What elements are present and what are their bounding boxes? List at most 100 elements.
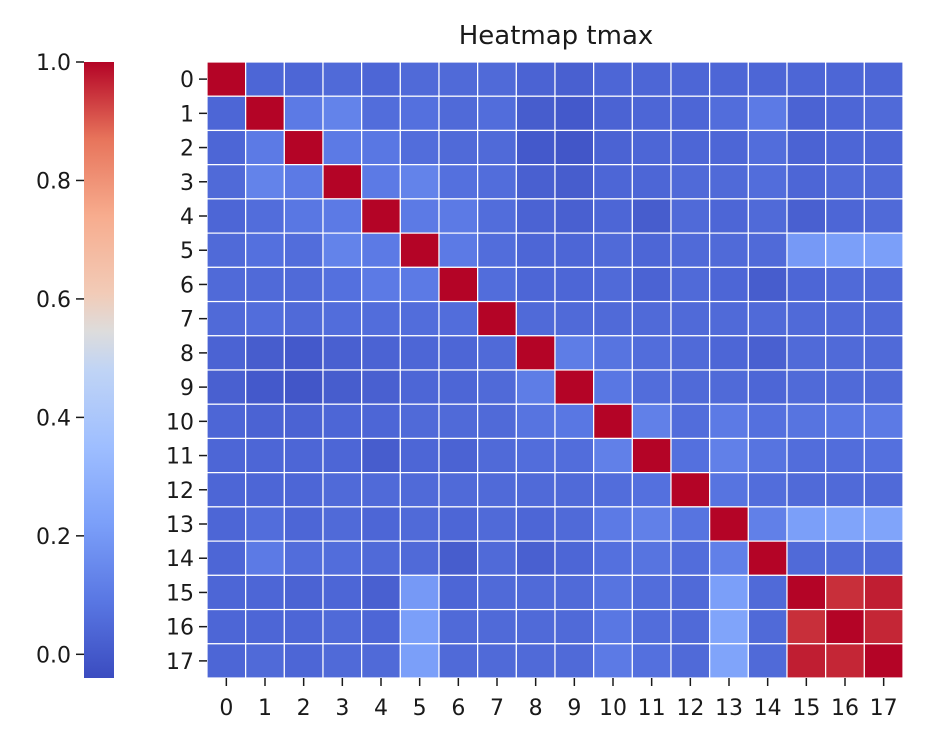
heatmap-cell-11-14 (747, 437, 788, 474)
y-tick-label: 6 (180, 273, 194, 298)
heatmap-cell-8-16 (825, 335, 865, 371)
heatmap-cell-8-13 (709, 335, 749, 371)
heatmap-cell-7-1 (245, 300, 285, 337)
chart-title: Heatmap tmax (459, 21, 654, 51)
heatmap-cell-12-10 (593, 472, 633, 508)
heatmap-cell-11-5 (399, 437, 440, 474)
heatmap-cell-3-15 (786, 164, 827, 200)
y-tick-label: 13 (166, 513, 194, 538)
heatmap-cell-17-3 (322, 643, 363, 679)
x-tick-label: 1 (258, 696, 272, 721)
heatmap-cell-9-6 (438, 369, 479, 405)
heatmap-cell-5-3 (322, 232, 363, 268)
heatmap-cell-9-8 (515, 369, 556, 405)
heatmap-cell-10-16 (825, 403, 865, 440)
heatmap-cell-5-17 (863, 232, 904, 268)
heatmap-cell-13-3 (322, 506, 363, 542)
x-axis: 0 1 2 3 4 5 6 7 8 9 10 11 12 13 14 15 16 17 (219, 678, 898, 721)
heatmap-cell-9-1 (245, 369, 285, 405)
heatmap-cell-4-1 (245, 198, 285, 234)
heatmap-cell-8-10 (593, 335, 633, 371)
heatmap-cell-9-2 (283, 369, 324, 405)
heatmap-cell-13-0 (206, 506, 247, 542)
heatmap-cell-0-16 (825, 61, 865, 97)
heatmap-cell-7-11 (631, 300, 672, 337)
heatmap-cell-11-17 (863, 437, 904, 474)
heatmap-cell-3-14 (747, 164, 788, 200)
heatmap-cell-1-6 (438, 95, 479, 132)
heatmap-cell-3-4 (361, 164, 401, 200)
heatmap-cell-14-7 (477, 540, 517, 576)
heatmap-cell-7-4 (361, 300, 401, 337)
heatmap-cell-5-15 (786, 232, 827, 268)
heatmap-cell-0-9 (554, 61, 595, 97)
heatmap-cell-2-16 (825, 129, 865, 166)
heatmap-cell-6-6 (438, 266, 479, 303)
heatmap-cell-16-10 (593, 608, 633, 645)
heatmap-cell-11-16 (825, 437, 865, 474)
heatmap-cell-11-10 (593, 437, 633, 474)
heatmap-cell-13-16 (825, 506, 865, 542)
colorbar (84, 62, 114, 678)
heatmap-cell-17-11 (631, 643, 672, 679)
heatmap-cell-7-9 (554, 300, 595, 337)
x-tick-label: 14 (754, 696, 782, 721)
heatmap-cell-11-7 (477, 437, 517, 474)
heatmap-cell-1-16 (825, 95, 865, 132)
heatmap-cell-6-3 (322, 266, 363, 303)
heatmap-cell-14-10 (593, 540, 633, 576)
heatmap-cell-5-5 (399, 232, 440, 268)
heatmap-cell-4-16 (825, 198, 865, 234)
heatmap-cell-7-3 (322, 300, 363, 337)
heatmap-cell-13-4 (361, 506, 401, 542)
heatmap-cell-1-2 (283, 95, 324, 132)
heatmap-cell-12-13 (709, 472, 749, 508)
heatmap-cell-5-11 (631, 232, 672, 268)
heatmap-cell-11-2 (283, 437, 324, 474)
heatmap-cell-10-10 (593, 403, 633, 440)
heatmap-cell-2-4 (361, 129, 401, 166)
heatmap-cell-2-1 (245, 129, 285, 166)
heatmap-cell-6-1 (245, 266, 285, 303)
heatmap-cell-3-12 (670, 164, 711, 200)
heatmap-cell-2-9 (554, 129, 595, 166)
heatmap-cell-7-2 (283, 300, 324, 337)
heatmap-cell-10-11 (631, 403, 672, 440)
heatmap-cell-9-16 (825, 369, 865, 405)
heatmap-cell-7-6 (438, 300, 479, 337)
heatmap-cells (206, 61, 904, 679)
x-tick-label: 6 (451, 696, 465, 721)
colorbar-tick-label: 0.6 (36, 288, 71, 313)
heatmap-cell-5-10 (593, 232, 633, 268)
heatmap-cell-3-11 (631, 164, 672, 200)
heatmap-cell-0-6 (438, 61, 479, 97)
heatmap-cell-14-2 (283, 540, 324, 576)
heatmap-cell-2-10 (593, 129, 633, 166)
y-tick-label: 8 (180, 342, 194, 367)
heatmap-cell-6-0 (206, 266, 247, 303)
heatmap-cell-4-3 (322, 198, 363, 234)
heatmap-cell-12-15 (786, 472, 827, 508)
heatmap-cell-9-5 (399, 369, 440, 405)
heatmap-cell-6-2 (283, 266, 324, 303)
heatmap-cell-11-8 (515, 437, 556, 474)
x-tick-label: 3 (335, 696, 349, 721)
heatmap-cell-12-0 (206, 472, 247, 508)
heatmap-cell-0-1 (245, 61, 285, 97)
heatmap-cell-14-16 (825, 540, 865, 576)
heatmap-cell-8-7 (477, 335, 517, 371)
heatmap-cell-15-10 (593, 574, 633, 611)
heatmap-cell-5-6 (438, 232, 479, 268)
heatmap-cell-15-12 (670, 574, 711, 611)
heatmap-cell-7-8 (515, 300, 556, 337)
heatmap-cell-16-17 (863, 608, 904, 645)
heatmap-cell-7-16 (825, 300, 865, 337)
heatmap-cell-1-3 (322, 95, 363, 132)
heatmap-cell-13-13 (709, 506, 749, 542)
colorbar-tick-label: 0.0 (36, 643, 71, 668)
heatmap-cell-2-17 (863, 129, 904, 166)
heatmap-cell-0-17 (863, 61, 904, 97)
heatmap-cell-14-5 (399, 540, 440, 576)
heatmap-cell-14-13 (709, 540, 749, 576)
x-tick-label: 13 (715, 696, 743, 721)
